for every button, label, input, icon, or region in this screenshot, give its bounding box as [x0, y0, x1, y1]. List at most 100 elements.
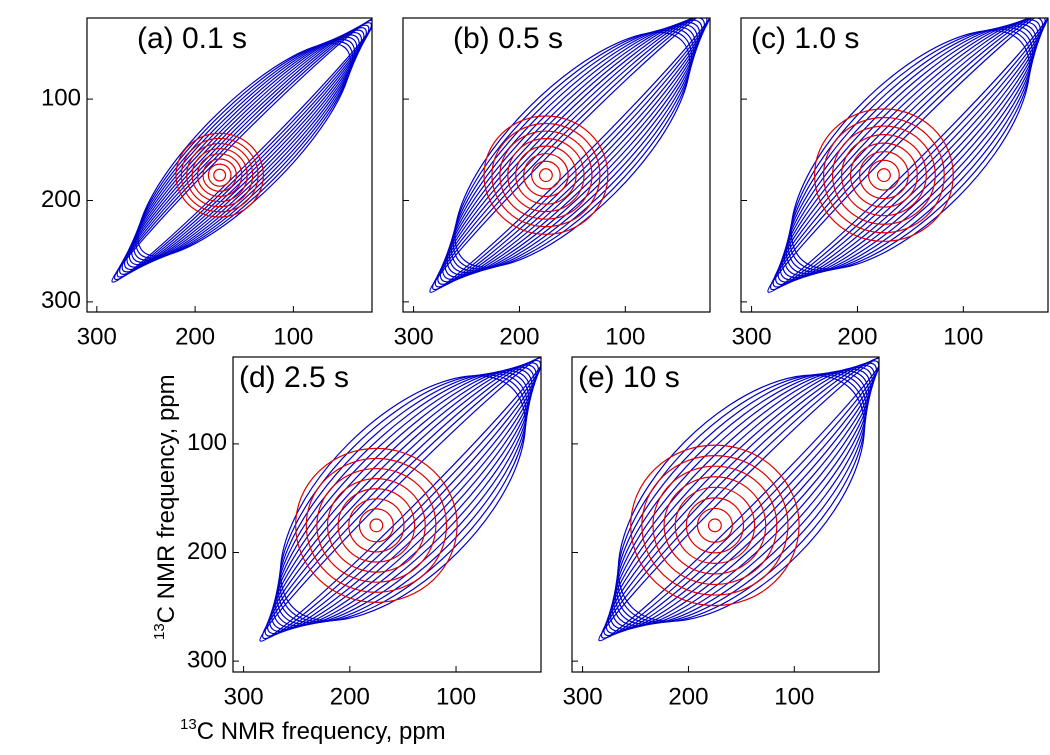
blue-contour — [789, 28, 1032, 271]
red-contour — [483, 115, 609, 235]
contours — [767, 18, 1048, 293]
x-tick-label: 300 — [77, 323, 117, 350]
x-tick-label: 100 — [273, 323, 313, 350]
blue-contour — [454, 31, 691, 268]
red-contour — [849, 142, 918, 208]
red-contour — [523, 153, 569, 198]
plot-frame — [232, 356, 542, 673]
red-contour — [213, 168, 227, 182]
red-contour — [180, 137, 259, 213]
blue-contour — [614, 371, 869, 625]
y-axis-label-sup: 13 — [151, 623, 168, 640]
red-contour — [876, 168, 891, 183]
y-axis-label-text: C NMR frequency, ppm — [153, 374, 180, 623]
contours — [111, 18, 372, 283]
red-contour — [538, 168, 553, 183]
red-contour — [867, 159, 900, 191]
panel-title: (c) 1.0 s — [751, 22, 859, 55]
red-contour — [186, 142, 254, 208]
blue-contour — [772, 18, 1048, 288]
red-contour — [858, 151, 909, 200]
red-contour — [663, 476, 767, 575]
blue-contour — [128, 34, 360, 266]
blue-contour — [133, 38, 356, 261]
red-contour — [696, 507, 733, 543]
blue-contour — [135, 40, 354, 259]
blue-contour — [781, 21, 1039, 279]
panel-title: (e) 10 s — [578, 361, 680, 394]
red-contour — [822, 116, 945, 234]
x-tick-label: 200 — [668, 683, 708, 710]
red-contour — [196, 153, 243, 198]
blue-contour — [429, 18, 710, 293]
plot-frame — [402, 17, 711, 313]
red-contour — [358, 508, 394, 543]
x-tick-label: 300 — [394, 323, 434, 350]
x-tick-label: 100 — [774, 683, 814, 710]
red-contour — [707, 518, 722, 533]
x-tick-label: 100 — [943, 323, 983, 350]
blue-contour — [777, 18, 1044, 283]
blue-contour — [609, 366, 873, 630]
blue-contour — [137, 42, 352, 257]
blue-contour — [121, 27, 367, 273]
blue-contour — [452, 30, 693, 270]
blue-contour — [269, 364, 537, 632]
blue-contour — [613, 370, 870, 627]
y-tick-label: 300 — [187, 646, 227, 673]
plot-frame — [740, 17, 1049, 313]
red-contour — [191, 148, 248, 203]
red-contour — [831, 125, 936, 225]
red-contour — [202, 158, 237, 192]
blue-contour — [264, 359, 541, 637]
blue-contour — [600, 357, 879, 639]
y-tick-label: 200 — [41, 186, 81, 213]
blue-contour — [126, 31, 363, 268]
x-tick-label: 300 — [224, 683, 264, 710]
y-tick-label: 100 — [187, 429, 227, 456]
y-tick-label: 200 — [187, 538, 227, 565]
blue-contour — [439, 18, 705, 283]
blue-contour — [442, 19, 703, 280]
plot-frame — [571, 356, 880, 673]
red-contour — [305, 457, 448, 593]
red-contour — [337, 488, 416, 563]
red-contour — [652, 465, 778, 586]
y-tick-label: 100 — [41, 84, 81, 111]
red-contour — [641, 455, 789, 596]
blue-contour — [279, 375, 526, 622]
blue-contour — [432, 18, 710, 291]
blue-contour — [603, 360, 879, 637]
red-contour — [326, 478, 426, 573]
blue-contour — [277, 373, 529, 624]
x-tick-label: 300 — [732, 323, 772, 350]
panel-title: (d) 2.5 s — [239, 361, 349, 394]
red-contour — [685, 497, 745, 554]
red-contour — [499, 130, 593, 220]
y-tick-label: 300 — [41, 287, 81, 314]
panel-title: (a) 0.1 s — [137, 22, 247, 55]
red-contour — [491, 122, 601, 228]
x-tick-label: 100 — [605, 323, 645, 350]
red-contour — [674, 486, 756, 564]
red-contour — [813, 108, 954, 242]
blue-contour — [259, 357, 541, 642]
x-tick-label: 200 — [499, 323, 539, 350]
contours — [598, 357, 879, 642]
red-contour — [295, 447, 458, 603]
x-axis-label: 13C NMR frequency, ppm — [180, 716, 446, 745]
red-contour — [840, 133, 927, 217]
x-tick-label: 200 — [837, 323, 877, 350]
red-contour — [515, 145, 577, 205]
blue-contour — [434, 18, 710, 288]
x-axis-label-text: C NMR frequency, ppm — [197, 718, 446, 745]
blue-contour — [605, 362, 878, 634]
red-contour — [507, 138, 585, 213]
blue-contour — [450, 28, 694, 272]
blue-contour — [130, 36, 358, 264]
blue-contour — [274, 370, 531, 627]
contours — [259, 357, 541, 642]
blue-contour — [116, 22, 372, 278]
red-contour — [531, 160, 561, 190]
blue-contour — [775, 18, 1046, 286]
